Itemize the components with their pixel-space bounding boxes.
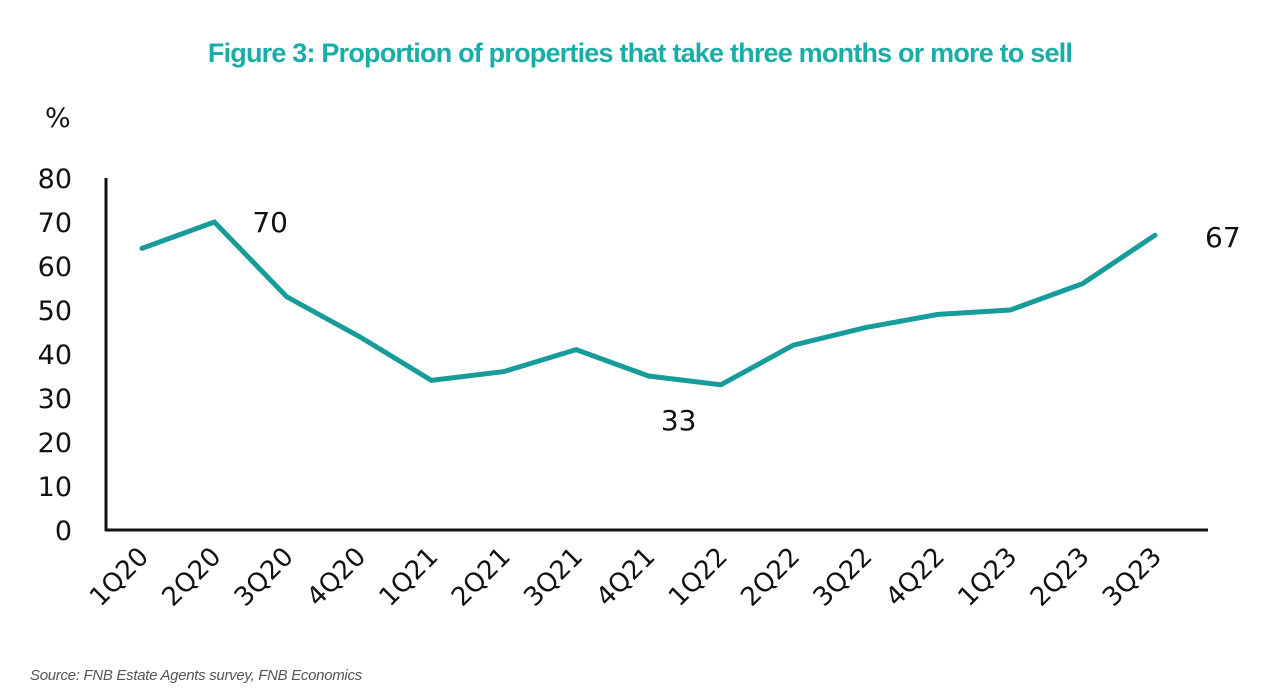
- x-tick-label: 1Q22: [663, 542, 734, 613]
- x-tick-label: 2Q20: [157, 542, 228, 613]
- x-tick-label: 4Q22: [880, 542, 951, 613]
- data-label: 33: [661, 404, 697, 437]
- chart-title: Figure 3: Proportion of properties that …: [207, 38, 1073, 68]
- data-label: 67: [1205, 221, 1241, 254]
- x-tick-label: 2Q22: [735, 542, 806, 613]
- y-axis-label: %: [45, 103, 71, 134]
- x-tick-label: 1Q20: [84, 542, 155, 613]
- x-tick-label: 1Q23: [952, 542, 1023, 613]
- x-tick-label: 3Q20: [229, 542, 300, 613]
- y-tick-label: 60: [38, 252, 72, 283]
- source-note: Source: FNB Estate Agents survey, FNB Ec…: [30, 667, 362, 684]
- y-tick-label: 50: [38, 296, 72, 327]
- y-tick-label: 70: [38, 208, 72, 239]
- x-tick-label: 1Q21: [374, 542, 445, 613]
- x-tick-label: 3Q22: [808, 542, 879, 613]
- x-tick-label: 4Q20: [301, 542, 372, 613]
- y-tick-label: 20: [38, 428, 72, 459]
- x-tick-label: 2Q21: [446, 542, 517, 613]
- y-tick-label: 40: [38, 340, 72, 371]
- x-tick-label: 2Q23: [1025, 542, 1096, 613]
- data-label: 70: [252, 206, 288, 239]
- x-ticks: 1Q20 2Q20 3Q20 4Q20 1Q21 2Q21 3Q21 4Q21 1Q22 2Q22…: [84, 542, 1168, 613]
- x-tick-label: 3Q23: [1097, 542, 1168, 613]
- y-tick-label: 30: [38, 384, 72, 415]
- y-tick-label: 0: [55, 516, 72, 547]
- y-tick-label: 80: [38, 164, 72, 195]
- series-line: [139, 219, 1158, 388]
- y-ticks: 0 10 20 30 40 50 60 70 80: [38, 164, 72, 547]
- x-tick-label: 3Q21: [518, 542, 589, 613]
- x-tick-label: 4Q21: [591, 542, 662, 613]
- y-tick-label: 10: [38, 472, 72, 503]
